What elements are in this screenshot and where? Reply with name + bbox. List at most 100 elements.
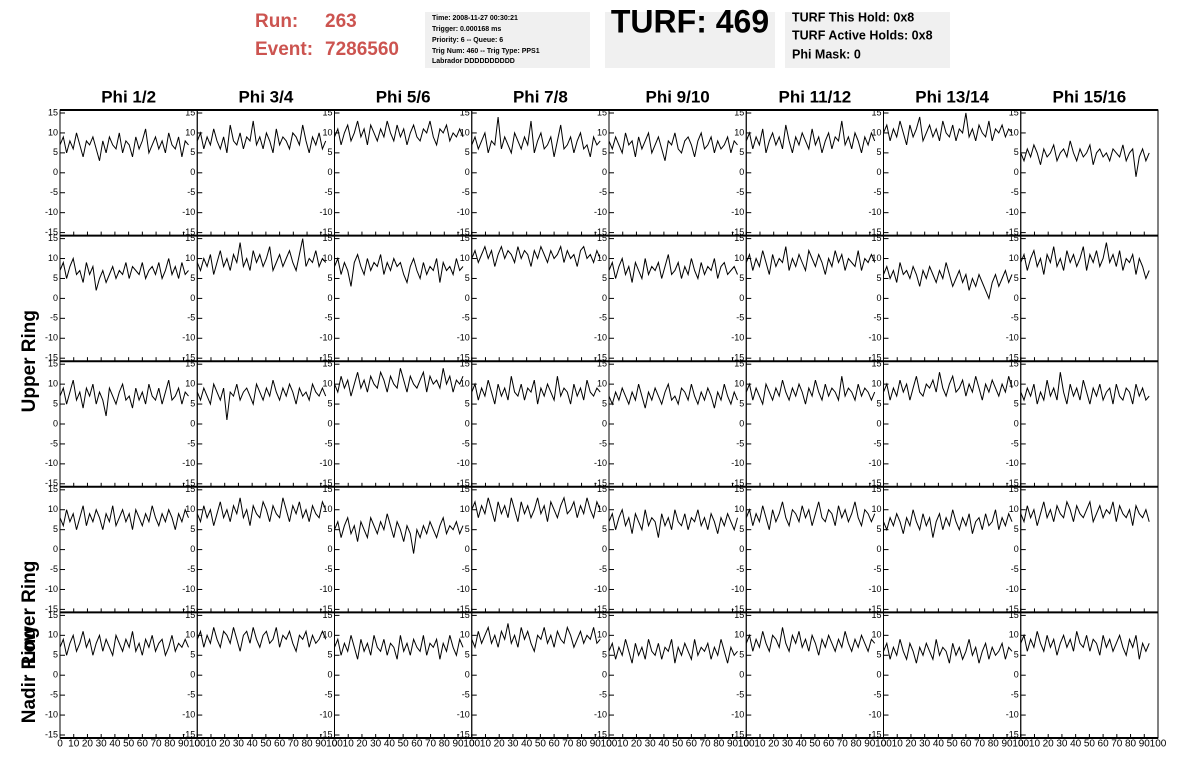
y-tick-label: 0: [876, 418, 881, 428]
column-header: Phi 3/4: [238, 87, 293, 106]
y-tick-label: 15: [1009, 484, 1019, 494]
waveform: [196, 120, 327, 154]
y-tick-label: 10: [597, 504, 607, 514]
y-tick-label: 10: [871, 630, 881, 640]
y-tick-label: -5: [187, 690, 195, 700]
y-tick-label: 15: [1009, 359, 1019, 369]
x-tick-label: 80: [439, 739, 451, 750]
y-tick-label: -15: [594, 227, 607, 237]
y-tick-label: 15: [597, 610, 607, 620]
waveform: [471, 244, 601, 267]
y-tick-label: 15: [322, 233, 332, 243]
y-tick-label: 15: [871, 610, 881, 620]
column-header: Phi 11/12: [778, 87, 851, 106]
y-tick-label: 0: [327, 544, 332, 554]
y-tick-label: -10: [731, 333, 744, 343]
waveform: [883, 372, 1013, 401]
x-tick-label: 50: [398, 739, 410, 750]
x-tick-label: 40: [933, 739, 945, 750]
y-tick-label: 15: [734, 233, 744, 243]
info-line: Time: 2008-11-27 00:30:21: [432, 15, 518, 22]
waveform: [334, 252, 464, 287]
x-tick-label: 80: [1125, 739, 1137, 750]
y-tick-label: -15: [319, 604, 332, 614]
y-tick-label: -10: [594, 207, 607, 217]
panel-frame: [59, 611, 198, 739]
y-tick-label: 5: [465, 147, 470, 157]
event-label: Event:: [255, 39, 313, 60]
y-tick-label: 5: [602, 398, 607, 408]
y-tick-label: -15: [182, 353, 195, 363]
y-tick-label: 0: [876, 544, 881, 554]
x-tick-label: 60: [686, 739, 698, 750]
waveform: [883, 639, 1013, 664]
y-tick-label: -10: [594, 584, 607, 594]
y-tick-label: 0: [739, 544, 744, 554]
panel-frame: [471, 486, 610, 613]
waveform: [883, 262, 1013, 301]
waveform: [59, 631, 189, 658]
y-tick-label: 10: [185, 127, 195, 137]
y-tick-label: 5: [602, 273, 607, 283]
y-tick-label: 10: [1009, 630, 1019, 640]
info-line: Labrador DDDDDDDDDD: [432, 58, 515, 65]
panel-frame: [745, 360, 884, 488]
y-tick-label: -10: [868, 709, 881, 719]
y-tick-label: 0: [327, 670, 332, 680]
x-tick-label: 80: [164, 739, 176, 750]
y-tick-label: -5: [324, 690, 332, 700]
x-tick-label: 30: [645, 739, 657, 750]
x-tick-label: 100: [463, 739, 480, 750]
y-tick-label: 15: [48, 610, 58, 620]
y-tick-label: -15: [1006, 227, 1019, 237]
y-tick-label: 0: [739, 418, 744, 428]
y-tick-label: 10: [460, 630, 470, 640]
y-tick-label: -10: [731, 207, 744, 217]
y-tick-label: 15: [460, 107, 470, 117]
y-tick-label: 0: [465, 418, 470, 428]
y-tick-label: -15: [45, 227, 58, 237]
y-tick-label: 15: [322, 610, 332, 620]
y-tick-label: -5: [187, 564, 195, 574]
column-header: Phi 9/10: [645, 87, 709, 106]
y-tick-label: 15: [48, 484, 58, 494]
panel-frame: [471, 360, 610, 488]
y-tick-label: 0: [465, 293, 470, 303]
y-tick-label: 10: [460, 253, 470, 263]
x-tick-label: 0: [57, 739, 63, 750]
x-tick-label: 70: [974, 739, 986, 750]
x-tick-label: 90: [178, 739, 190, 750]
y-tick-label: 15: [871, 233, 881, 243]
y-tick-label: -10: [457, 458, 470, 468]
y-tick-label: -15: [868, 604, 881, 614]
waveform: [334, 120, 464, 147]
y-tick-label: -15: [45, 604, 58, 614]
y-tick-label: 15: [322, 359, 332, 369]
y-tick-label: -10: [45, 333, 58, 343]
y-tick-label: -10: [457, 207, 470, 217]
y-tick-label: 15: [48, 359, 58, 369]
y-tick-label: -5: [599, 564, 607, 574]
panel-frame: [334, 486, 473, 613]
x-tick-label: 0: [743, 739, 749, 750]
waveform: [196, 627, 327, 653]
event-number: 7286560: [325, 39, 399, 60]
y-tick-label: 10: [48, 504, 58, 514]
y-tick-label: 10: [597, 253, 607, 263]
y-tick-label: -5: [187, 313, 195, 323]
y-tick-label: 10: [597, 127, 607, 137]
y-tick-label: 10: [734, 379, 744, 389]
y-tick-label: 5: [739, 650, 744, 660]
x-tick-label: 50: [672, 739, 684, 750]
y-tick-label: 5: [1014, 273, 1019, 283]
y-tick-label: 5: [327, 524, 332, 534]
y-tick-label: -10: [319, 333, 332, 343]
x-tick-label: 10: [754, 739, 766, 750]
y-tick-label: -15: [868, 227, 881, 237]
y-tick-label: 0: [53, 670, 58, 680]
y-tick-label: -5: [873, 438, 881, 448]
y-tick-label: -15: [457, 353, 470, 363]
x-tick-label: 20: [219, 739, 231, 750]
waveform: [1020, 500, 1150, 526]
panel-frame: [196, 235, 335, 362]
